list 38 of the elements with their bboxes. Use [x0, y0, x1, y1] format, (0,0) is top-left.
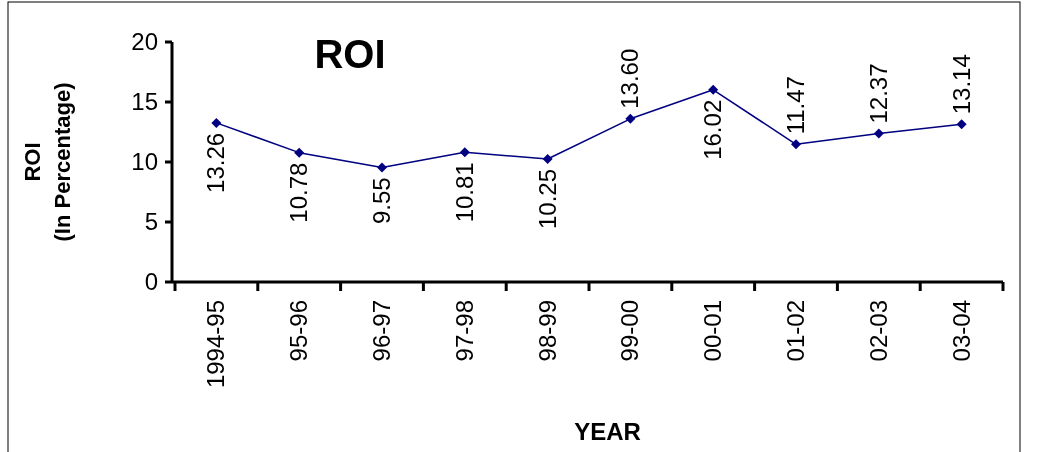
y-tick-label: 10: [131, 148, 158, 176]
y-tick-label: 20: [131, 28, 158, 56]
data-label: 10.78: [285, 162, 313, 223]
point: [211, 117, 222, 128]
point: [956, 119, 967, 130]
y-tick-label: 5: [144, 208, 158, 236]
x-tick-label: 96-97: [368, 300, 395, 362]
data-label: 10.25: [533, 169, 561, 230]
data-label: 12.37: [864, 63, 892, 124]
point: [708, 84, 719, 95]
data-label: 16.02: [699, 99, 727, 160]
data-label: 13.26: [202, 132, 230, 193]
y-tick-label: 0: [144, 268, 158, 296]
point: [459, 147, 470, 158]
x-tick-label: 98-99: [533, 300, 561, 362]
x-tick-label: 00-01: [699, 300, 727, 362]
data-label: 10.81: [450, 162, 478, 223]
point: [625, 113, 636, 124]
point: [377, 162, 387, 173]
point: [294, 147, 305, 158]
x-tick-label: 02-03: [864, 300, 892, 362]
x-tick-label: 99-00: [616, 300, 644, 362]
data-label: 13.60: [616, 48, 644, 109]
data-label: 9.55: [368, 177, 395, 225]
x-axis-title: YEAR: [574, 418, 641, 445]
point: [542, 154, 553, 164]
point: [873, 128, 884, 139]
x-tick-label: 97-98: [450, 300, 478, 362]
data-label: 11.47: [782, 76, 809, 135]
chart-title: ROI: [314, 32, 386, 76]
x-tick-label: 95-96: [285, 300, 313, 362]
data-label: 13.14: [947, 54, 975, 115]
point: [791, 139, 801, 150]
x-tick-label: 1994-95: [202, 300, 230, 389]
y-tick-label: 15: [131, 88, 158, 116]
y-axis-title: ROI (In Percentage): [20, 82, 75, 242]
x-tick-label: 03-04: [947, 300, 975, 362]
x-tick-label: 01-02: [782, 300, 809, 362]
